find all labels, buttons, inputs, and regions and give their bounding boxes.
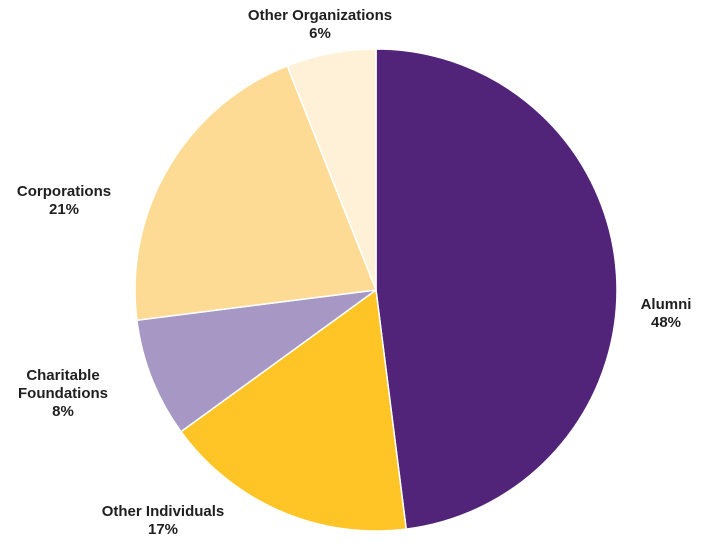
pie-slice-charitable-foundations	[136, 289, 377, 433]
pie-slice-corporations	[134, 64, 378, 322]
slice-label-other-individuals: Other Individuals 17%	[101, 503, 225, 538]
pie-slice-other-individuals	[179, 288, 408, 532]
slice-label-alumni: Alumni 48%	[640, 296, 692, 331]
pie-slice-other-organizations	[286, 48, 377, 291]
pie-slice-alumni	[375, 48, 618, 530]
slice-label-corporations: Corporations 21%	[16, 183, 112, 218]
slice-label-other-organizations: Other Organizations 6%	[247, 7, 393, 42]
slice-label-charitable-foundations: Charitable Foundations 8%	[18, 367, 108, 420]
